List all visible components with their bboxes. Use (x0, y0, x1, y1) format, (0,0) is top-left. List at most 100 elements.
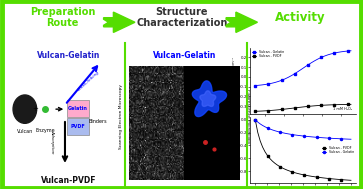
Vulcan - PVDF (349, 179, 353, 181)
Vulcan - PVDF (334, 178, 338, 180)
Vulcan - Gelatin (263, 83, 267, 86)
Vulcan - PVDF (263, 151, 267, 153)
Text: Gelatin: Gelatin (68, 106, 88, 111)
Vulcan - PVDF (314, 176, 319, 178)
Vulcan - Gelatin (256, 121, 260, 123)
Vulcan - Gelatin (339, 51, 343, 53)
Line: Vulcan - PVDF: Vulcan - PVDF (254, 119, 352, 181)
Vulcan - Gelatin (313, 60, 317, 62)
Vulcan - Gelatin (314, 136, 319, 138)
Vulcan - Gelatin (322, 137, 326, 139)
Vulcan - PVDF (326, 104, 330, 106)
Vulcan - PVDF (322, 104, 327, 106)
Text: +: + (33, 106, 38, 112)
Vulcan - Gelatin (253, 119, 257, 121)
Vulcan - PVDF (310, 175, 314, 177)
Text: Vulcan: Vulcan (17, 129, 33, 134)
Vulcan - Gelatin (322, 55, 327, 57)
Vulcan - PVDF (329, 104, 333, 106)
Vulcan - Gelatin (349, 138, 353, 140)
Vulcan - PVDF (265, 154, 270, 157)
Vulcan - PVDF (258, 140, 262, 142)
Vulcan - Gelatin (327, 137, 331, 139)
Vulcan - Gelatin (268, 128, 272, 130)
Vulcan - Gelatin (346, 138, 351, 140)
Text: PVDF: PVDF (70, 124, 85, 129)
Vulcan - Gelatin (302, 135, 306, 137)
Vulcan - Gelatin (329, 53, 333, 55)
Vulcan - PVDF (292, 171, 297, 174)
Vulcan - PVDF (331, 178, 336, 180)
Vulcan - PVDF (342, 103, 347, 106)
Text: Structure
Characterization: Structure Characterization (136, 7, 228, 28)
Vulcan - PVDF (312, 176, 316, 178)
Vulcan - Gelatin (342, 50, 347, 53)
Line: Vulcan - PVDF: Vulcan - PVDF (254, 103, 352, 112)
Vulcan - Gelatin (258, 123, 262, 125)
Vulcan - Gelatin (316, 58, 320, 60)
Text: Vulcan-Gelatin: Vulcan-Gelatin (37, 51, 100, 60)
Vulcan - PVDF (285, 169, 289, 171)
Vulcan - Gelatin (332, 52, 337, 54)
Vulcan - PVDF (346, 179, 351, 181)
Vulcan - Gelatin (342, 138, 346, 140)
Text: Vulcan-PVDF: Vulcan-PVDF (130, 181, 180, 187)
Vulcan - PVDF (286, 108, 290, 110)
Vulcan - Gelatin (305, 135, 309, 138)
Vulcan - PVDF (263, 110, 267, 112)
FancyBboxPatch shape (67, 100, 89, 117)
Vulcan - PVDF (287, 170, 292, 172)
Vulcan - PVDF (299, 106, 303, 108)
Vulcan - Gelatin (299, 68, 303, 70)
Vulcan - Gelatin (282, 132, 287, 134)
Text: Cross-linking: Cross-linking (77, 70, 100, 92)
Line: Vulcan - Gelatin: Vulcan - Gelatin (254, 119, 352, 140)
Vulcan - Gelatin (260, 124, 265, 127)
Vulcan - PVDF (319, 177, 324, 179)
Vulcan - PVDF (329, 178, 334, 180)
Vulcan - Gelatin (260, 84, 264, 86)
Vulcan - Gelatin (256, 84, 261, 86)
Vulcan - PVDF (260, 146, 265, 148)
Vulcan - PVDF (300, 173, 304, 176)
Text: Enzyme: Enzyme (35, 128, 55, 132)
Vulcan - PVDF (342, 179, 346, 181)
X-axis label: Potential, E vs. SCE / V: Potential, E vs. SCE / V (281, 123, 325, 127)
Vulcan - PVDF (349, 103, 353, 105)
Vulcan - Gelatin (297, 134, 302, 137)
Text: Adsorption: Adsorption (50, 130, 54, 153)
Vulcan - PVDF (290, 171, 294, 173)
Vulcan - Gelatin (300, 135, 304, 137)
Vulcan - PVDF (256, 131, 260, 133)
Vulcan - Gelatin (273, 130, 277, 132)
Vulcan - PVDF (316, 105, 320, 107)
Vulcan - Gelatin (275, 130, 280, 132)
Vulcan - PVDF (303, 106, 307, 108)
Vulcan - Gelatin (270, 82, 274, 84)
Text: Preparation
Route: Preparation Route (30, 7, 95, 28)
Vulcan - PVDF (276, 109, 281, 111)
Vulcan - Gelatin (283, 78, 287, 80)
Polygon shape (103, 12, 135, 33)
Vulcan - Gelatin (346, 50, 350, 52)
Vulcan - PVDF (302, 174, 306, 176)
Vulcan - Gelatin (312, 136, 316, 138)
Vulcan - PVDF (273, 109, 277, 111)
Vulcan - Gelatin (292, 134, 297, 136)
Vulcan - PVDF (306, 105, 310, 108)
Vulcan - PVDF (324, 177, 329, 179)
Vulcan - PVDF (346, 103, 350, 106)
Vulcan - PVDF (339, 103, 343, 106)
Vulcan - Gelatin (295, 134, 299, 136)
Vulcan - PVDF (339, 178, 343, 181)
Vulcan - Gelatin (317, 136, 321, 139)
Vulcan - PVDF (256, 110, 261, 112)
Vulcan - PVDF (253, 119, 257, 121)
Vulcan - Gelatin (287, 133, 292, 135)
Vulcan - Gelatin (324, 137, 329, 139)
Vulcan - Gelatin (286, 76, 290, 78)
Vulcan - Gelatin (307, 136, 311, 138)
Polygon shape (200, 91, 216, 106)
Vulcan - PVDF (305, 174, 309, 177)
Vulcan - PVDF (270, 160, 275, 162)
